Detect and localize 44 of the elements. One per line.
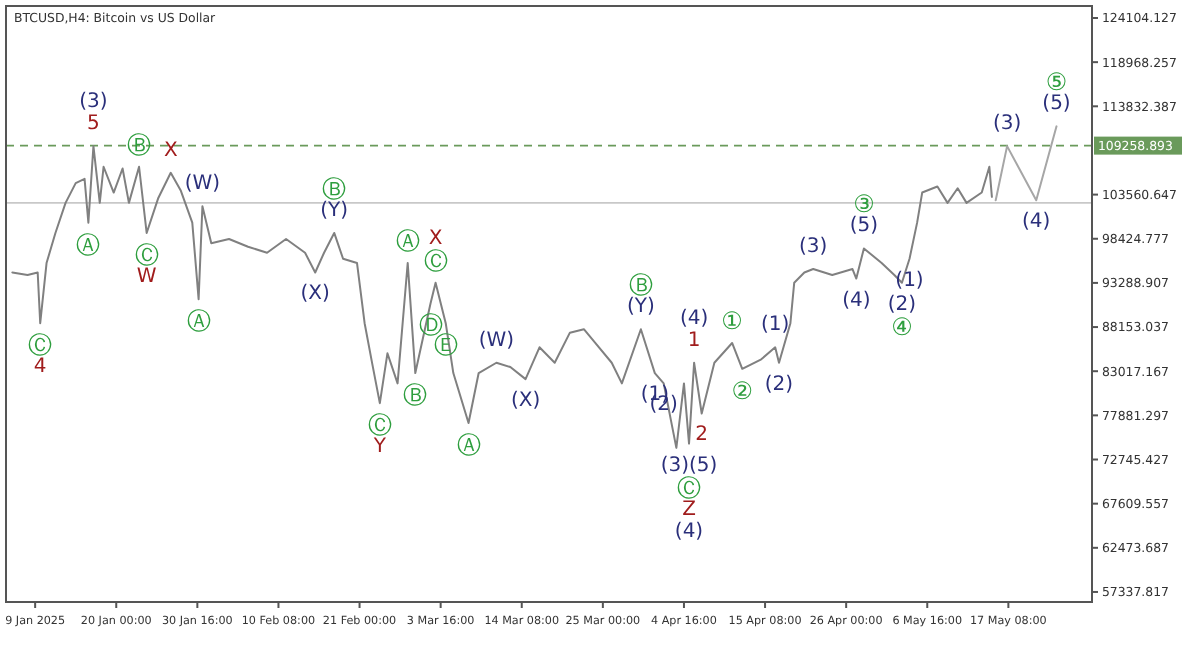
annotation: (Y) — [320, 199, 349, 222]
annotation: (5) — [1042, 93, 1071, 116]
annotation: ① — [721, 307, 743, 335]
annotation: Ⓒ — [134, 240, 159, 269]
annotation: Ⓑ — [403, 381, 428, 410]
annotation: Ⓐ — [186, 307, 211, 336]
annotation: Z — [682, 498, 696, 521]
annotation: (1) — [895, 269, 924, 292]
annotation: Ⓑ — [127, 130, 152, 159]
annotation: 1 — [687, 329, 701, 352]
annotation: Ⓒ — [423, 246, 448, 275]
annotation: X — [428, 227, 443, 250]
annotation: (Y) — [626, 296, 655, 319]
annotation: (5) — [849, 215, 879, 238]
annotation: Ⓐ — [395, 227, 420, 256]
annotation: 5 — [87, 113, 100, 136]
annotation: (2) — [764, 373, 794, 396]
annotation: (3) — [799, 236, 828, 259]
annotation: (2) — [887, 293, 917, 316]
annotation: (3)(5) — [660, 454, 718, 477]
annotation: (4) — [679, 307, 709, 330]
annotation: Y — [373, 436, 386, 459]
annotation: (X) — [510, 390, 541, 413]
annotation: (4) — [674, 520, 704, 543]
annotation: ④ — [891, 312, 913, 341]
annotation: X — [163, 139, 178, 162]
annotation: (4) — [1022, 211, 1051, 234]
annotation: 4 — [33, 356, 47, 379]
annotation: Ⓑ — [322, 174, 347, 203]
annotation: (X) — [300, 283, 330, 306]
annotation: (W) — [478, 329, 515, 352]
annotation: Ⓒ — [367, 411, 392, 440]
annotation: (4) — [842, 289, 871, 312]
annotation: (3) — [992, 113, 1022, 136]
annotation: W — [136, 265, 157, 288]
annotation: (1) — [761, 314, 790, 337]
annotation: (3) — [79, 91, 108, 114]
annotation: Ⓐ — [76, 230, 101, 259]
annotation: Ⓐ — [456, 430, 481, 459]
annotation: 2 — [695, 424, 709, 447]
annotation: (W) — [184, 173, 221, 196]
annotation: Ⓒ — [28, 331, 53, 360]
annotation: Ⓒ — [677, 473, 702, 502]
annotation: ② — [731, 376, 753, 405]
